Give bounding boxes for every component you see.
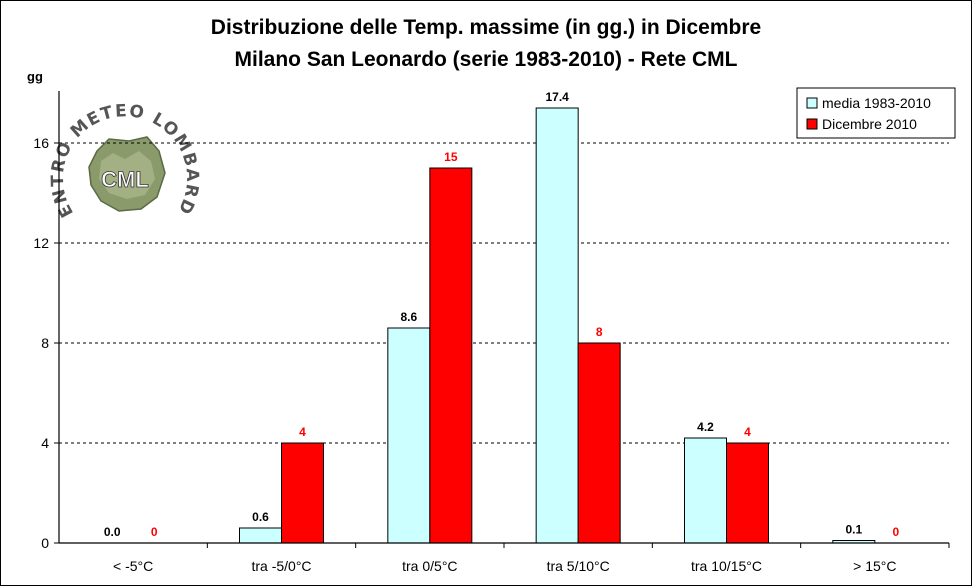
x-tick-label: tra 5/10°C: [547, 558, 610, 574]
data-label: 0.6: [252, 510, 269, 524]
data-label: 15: [444, 150, 458, 164]
cml-logo: CMLCENTRO METEO LOMBARDO: [1, 1, 201, 221]
bar-media: [387, 327, 431, 544]
x-tick-label: < -5°C: [113, 558, 153, 574]
legend-label: media 1983-2010: [822, 95, 931, 111]
legend-label: Dicembre 2010: [822, 116, 917, 132]
data-label: 0: [151, 525, 158, 539]
bar-media: [239, 527, 282, 544]
data-label: 0.0: [104, 525, 121, 539]
data-label: 4: [299, 425, 306, 439]
data-label: 8: [596, 325, 603, 339]
data-label: 0: [892, 525, 899, 539]
bar-dicembre-2010: [577, 342, 621, 544]
legend-swatch: [806, 118, 818, 130]
y-axis-label: gg: [27, 69, 43, 84]
y-tick-label: 12: [33, 235, 49, 251]
chart-title: Distribuzione delle Temp. massime (in gg…: [211, 16, 761, 39]
data-label: 0.1: [845, 523, 862, 537]
y-tick-label: 16: [33, 135, 49, 151]
bar-dicembre-2010: [281, 442, 324, 544]
y-tick-label: 8: [41, 335, 49, 351]
logo-cml-text: CML: [101, 167, 149, 192]
bar-dicembre-2010: [429, 167, 473, 544]
bar-dicembre-2010: [726, 442, 769, 544]
y-tick-label: 4: [41, 435, 49, 451]
y-tick-label: 0: [41, 535, 49, 551]
bar-media: [684, 437, 727, 544]
chart-subtitle: Milano San Leonardo (serie 1983-2010) - …: [235, 48, 738, 71]
x-tick-label: tra -5/0°C: [251, 558, 311, 574]
legend-swatch: [806, 97, 818, 109]
x-tick-label: tra 10/15°C: [691, 558, 762, 574]
bar-media: [535, 107, 579, 544]
data-label: 8.6: [400, 310, 417, 324]
x-tick-label: > 15°C: [853, 558, 896, 574]
legend: [796, 87, 956, 139]
x-tick-label: tra 0/5°C: [402, 558, 457, 574]
data-label: 4.2: [697, 420, 714, 434]
data-label: 17.4: [545, 90, 569, 104]
data-label: 4: [744, 425, 751, 439]
